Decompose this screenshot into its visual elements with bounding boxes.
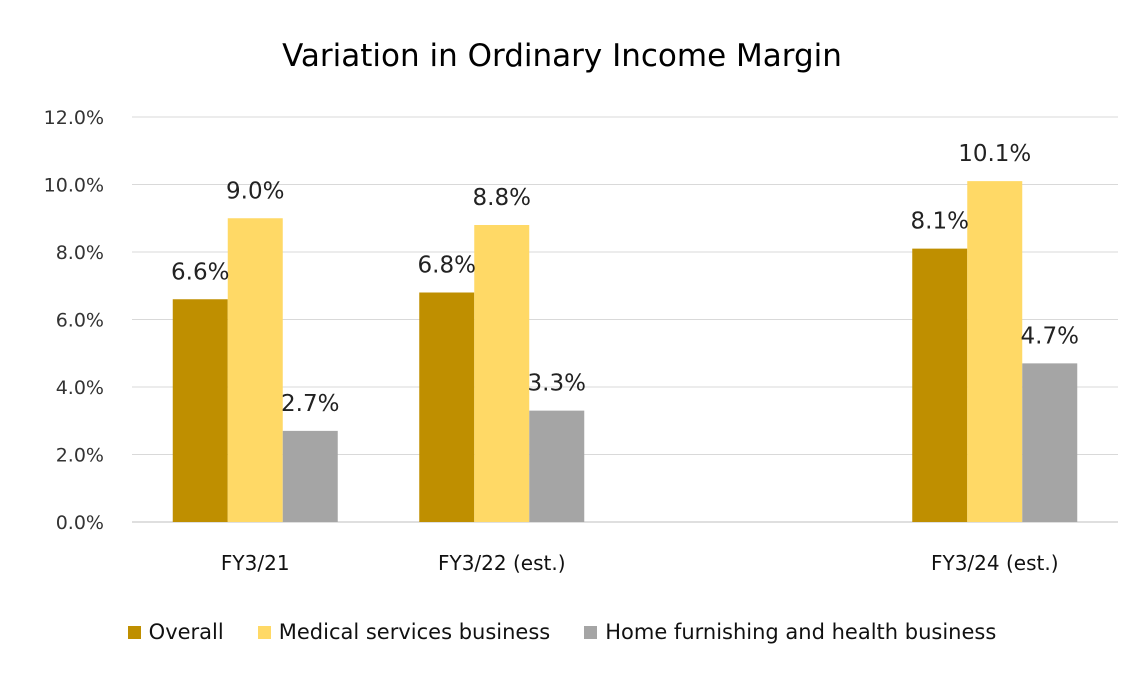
bar: [474, 225, 530, 522]
y-tick-label: 6.0%: [56, 310, 104, 332]
bar: [912, 248, 968, 522]
x-category-label: FY3/24 (est.): [931, 551, 1059, 575]
bar: [1022, 363, 1078, 522]
legend-label: Home furnishing and health business: [605, 620, 997, 644]
legend-swatch: [584, 625, 598, 639]
legend-label: Medical services business: [278, 620, 551, 644]
y-tick-label: 2.0%: [56, 445, 104, 467]
data-label: 10.1%: [958, 141, 1031, 167]
y-tick-label: 8.0%: [56, 242, 104, 264]
bar: [282, 430, 338, 522]
x-category-label: FY3/21: [221, 551, 290, 575]
bars: [172, 181, 1078, 522]
bar: [967, 181, 1023, 522]
bar: [172, 299, 228, 522]
y-tick-label: 12.0%: [44, 107, 104, 129]
legend-item: Overall: [127, 620, 224, 644]
y-axis-ticks: 0.0% 2.0% 4.0% 6.0% 8.0% 10.0% 12.0%: [44, 107, 104, 534]
legend-item: Medical services business: [257, 620, 551, 644]
data-labels: 6.6% 9.0% 2.7% 6.8% 8.8% 3.3% 8.1% 10.1% 4.7%: [171, 141, 1079, 417]
legend-item: Home furnishing and health business: [584, 620, 996, 644]
data-label: 8.8%: [473, 185, 531, 211]
y-tick-label: 0.0%: [56, 512, 104, 534]
legend-label: Overall: [148, 620, 224, 644]
data-label: 6.6%: [171, 259, 229, 285]
legend-swatch: [257, 625, 271, 639]
x-category-label: FY3/22 (est.): [438, 551, 566, 575]
data-label: 3.3%: [528, 371, 586, 397]
legend: Overall Medical services business Home fur…: [0, 620, 1124, 644]
y-tick-label: 10.0%: [44, 175, 104, 197]
bar: [419, 292, 475, 522]
chart-title: Variation in Ordinary Income Margin: [282, 38, 842, 74]
data-label: 9.0%: [226, 178, 284, 204]
x-axis-categories: FY3/21 FY3/22 (est.) FY3/24 (est.): [221, 551, 1059, 575]
y-tick-label: 4.0%: [56, 377, 104, 399]
data-label: 2.7%: [281, 391, 339, 417]
bar: [227, 218, 283, 522]
data-label: 4.7%: [1021, 323, 1079, 349]
bar: [529, 410, 585, 522]
data-label: 8.1%: [911, 209, 969, 235]
data-label: 6.8%: [418, 253, 476, 279]
legend-swatch: [127, 625, 141, 639]
